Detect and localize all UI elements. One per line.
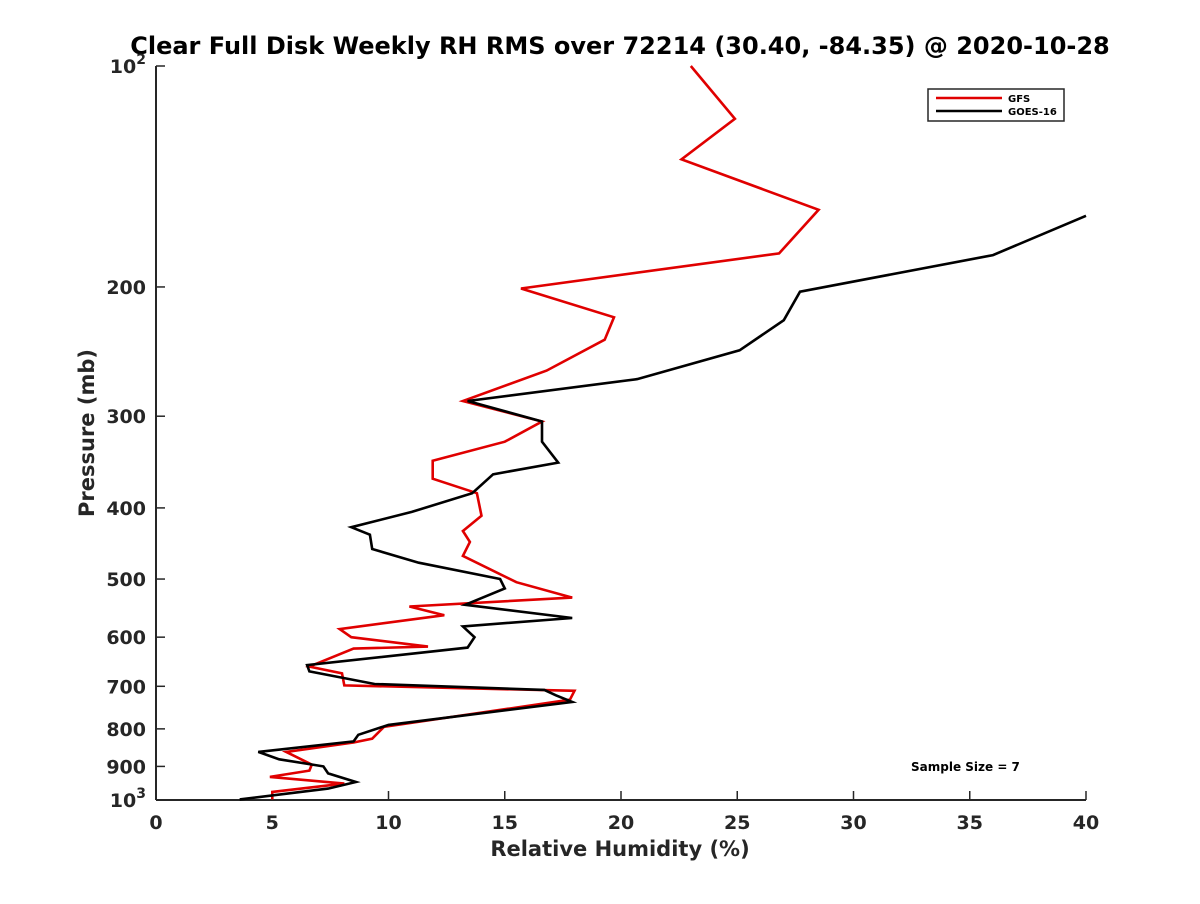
x-tick-label: 40 — [1073, 812, 1099, 834]
x-tick-label: 5 — [266, 812, 279, 834]
x-tick-label: 35 — [957, 812, 983, 834]
y-tick-label: 700 — [106, 676, 146, 698]
y-tick-label: 500 — [106, 569, 146, 591]
series-line-goes16 — [239, 214, 1087, 801]
y-tick-label: 800 — [106, 719, 146, 741]
y-tick-label: 400 — [106, 498, 146, 520]
series-line-gfs — [269, 65, 821, 800]
x-tick-label: 0 — [149, 812, 162, 834]
x-tick-label: 30 — [840, 812, 866, 834]
x-tick-label: 15 — [492, 812, 518, 834]
legend-label-gfs: GFS — [1008, 94, 1030, 105]
x-tick-label: 20 — [608, 812, 634, 834]
y-tick-label: 103 — [110, 786, 146, 812]
x-axis-label: Relative Humidity (%) — [490, 837, 749, 861]
sample-size-annotation: Sample Size = 7 — [911, 760, 1020, 774]
y-axis-label: Pressure (mb) — [75, 349, 99, 517]
y-tick-label: 600 — [106, 627, 146, 649]
legend-label-goes16: GOES-16 — [1008, 107, 1057, 118]
x-tick-label: 10 — [375, 812, 401, 834]
y-tick-label: 900 — [106, 756, 146, 778]
y-tick-label: 102 — [110, 52, 146, 78]
y-tick-label: 200 — [106, 277, 146, 299]
legend: GFS GOES-16 — [927, 88, 1065, 122]
series-layer — [239, 65, 1087, 801]
y-tick-label: 300 — [106, 406, 146, 428]
legend-box — [927, 88, 1065, 122]
y-axis: 102 200 300 400 500 600 700 800 900 103 — [106, 52, 165, 812]
chart-title: Clear Full Disk Weekly RH RMS over 72214… — [130, 32, 1110, 60]
plot-area: 0 5 10 15 20 25 30 35 40 102 200 300 400 500 600 700 80… — [106, 52, 1099, 834]
x-tick-label: 25 — [724, 812, 750, 834]
x-axis: 0 5 10 15 20 25 30 35 40 — [149, 791, 1099, 834]
